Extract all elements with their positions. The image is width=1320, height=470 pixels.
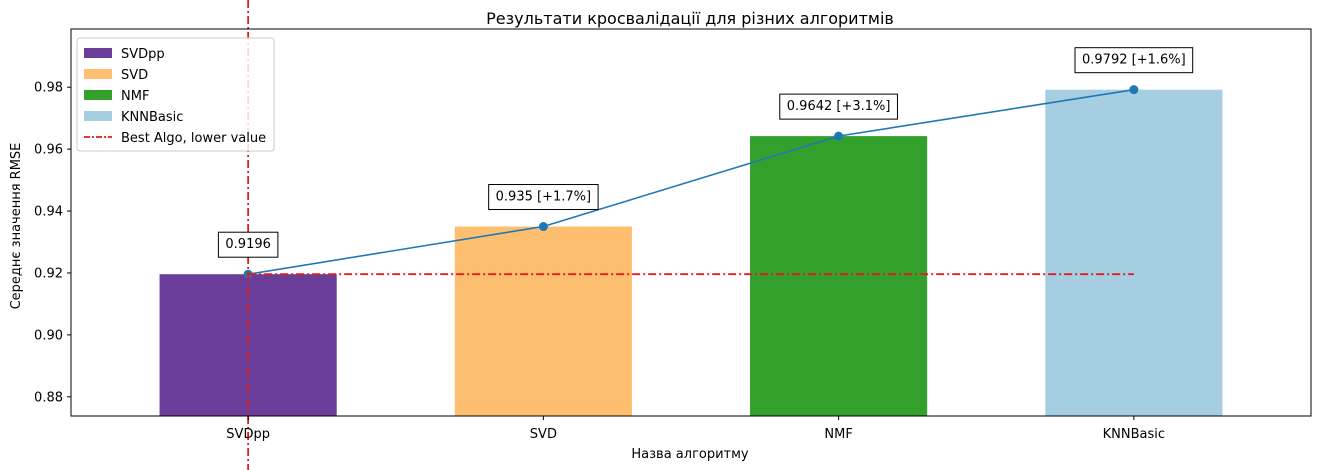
annotation-label: 0.9792 [+1.6%] bbox=[1082, 53, 1186, 68]
x-tick-label: SVD bbox=[530, 427, 557, 442]
legend: SVDpp SVD NMF KNNBasic Best Algo, lower valu… bbox=[76, 37, 275, 152]
y-tick-label: 0.88 bbox=[34, 390, 63, 405]
annotation-svdpp: 0.9196 bbox=[217, 231, 279, 258]
legend-label: SVD bbox=[121, 68, 148, 83]
annotation-knnbasic: 0.9792 [+1.6%] bbox=[1074, 47, 1194, 74]
annotation-label: 0.9196 bbox=[225, 237, 271, 252]
x-axis-label: Назва алгоритму bbox=[631, 447, 749, 462]
annotation-box bbox=[1074, 47, 1194, 74]
trend-line bbox=[248, 88, 1134, 275]
x-tick-label: KNNBasic bbox=[1103, 427, 1165, 442]
legend-swatch bbox=[84, 69, 112, 79]
legend-box bbox=[76, 37, 275, 152]
annotation-box bbox=[779, 93, 898, 120]
y-tick-label: 0.90 bbox=[34, 328, 63, 343]
legend-label: NMF bbox=[121, 89, 149, 104]
annotation-svd: 0.935 [+1.7%] bbox=[488, 184, 599, 211]
plot-frame bbox=[70, 28, 1312, 417]
annotation-box bbox=[217, 231, 279, 258]
data-point-svd bbox=[538, 222, 548, 232]
bar-knnbasic bbox=[1045, 89, 1223, 416]
y-tick-label: 0.94 bbox=[34, 205, 63, 220]
legend-swatch bbox=[84, 48, 112, 58]
legend-swatch bbox=[84, 111, 112, 121]
bar-svd bbox=[454, 226, 632, 416]
annotation-label: 0.9642 [+3.1%] bbox=[787, 99, 891, 114]
y-tick-label: 0.98 bbox=[34, 81, 63, 96]
x-tick-label: SVDpp bbox=[226, 427, 270, 442]
annotation-nmf: 0.9642 [+3.1%] bbox=[779, 93, 898, 120]
chart-title: Результати кросвалідації для різних алго… bbox=[486, 9, 894, 28]
legend-label: Best Algo, lower value bbox=[121, 131, 266, 146]
y-tick-label: 0.92 bbox=[34, 266, 63, 281]
legend-label: KNNBasic bbox=[121, 110, 183, 125]
data-point-nmf bbox=[834, 131, 844, 141]
data-point-knnbasic bbox=[1129, 85, 1139, 95]
annotation-box bbox=[488, 184, 599, 211]
legend-label: SVDpp bbox=[121, 47, 165, 62]
annotation-label: 0.935 [+1.7%] bbox=[496, 190, 591, 205]
x-tick-label: NMF bbox=[824, 427, 852, 442]
y-tick-label: 0.96 bbox=[34, 143, 63, 158]
bar-svdpp bbox=[159, 274, 337, 416]
y-axis-label: Середнє значення RMSE bbox=[9, 143, 24, 310]
legend-swatch bbox=[84, 90, 112, 100]
bar-nmf bbox=[750, 136, 928, 417]
